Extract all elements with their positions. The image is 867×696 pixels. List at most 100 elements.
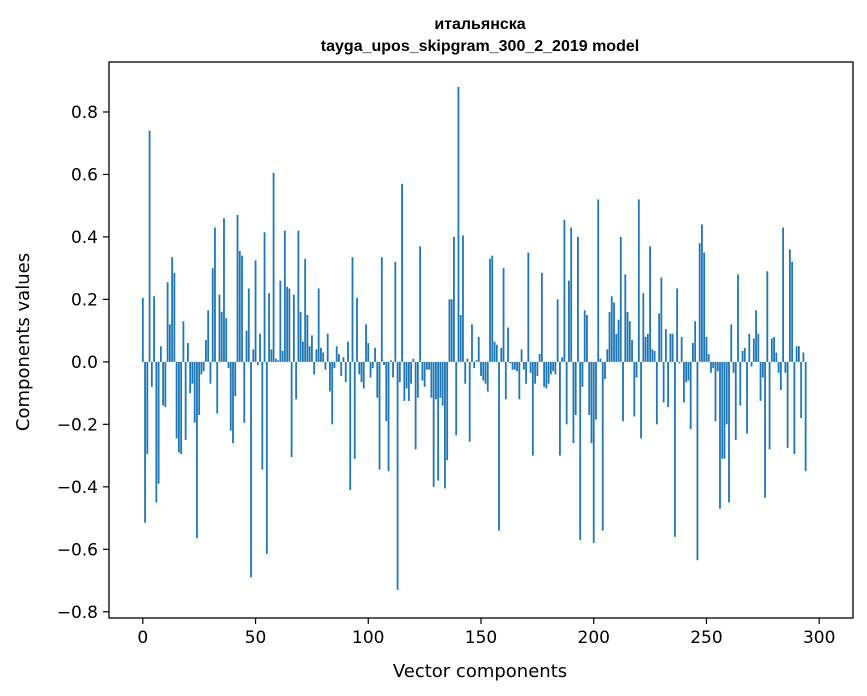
- bar-137: [450, 299, 453, 362]
- bar-280: [773, 336, 775, 362]
- bar-171: [527, 252, 530, 362]
- bar-49: [252, 349, 255, 362]
- bar-4: [150, 361, 153, 387]
- bar-87: [338, 354, 340, 362]
- y-tick-label: 0.0: [71, 353, 98, 373]
- bar-290: [795, 346, 798, 362]
- bar-86: [335, 346, 338, 362]
- bar-186: [561, 357, 564, 362]
- bar-193: [577, 236, 579, 362]
- bar-45: [243, 361, 246, 423]
- bar-142: [462, 235, 464, 362]
- bar-118: [407, 361, 410, 401]
- bar-102: [371, 361, 374, 369]
- bar-144: [466, 358, 469, 362]
- bar-234: [669, 333, 672, 362]
- bar-219: [635, 361, 638, 378]
- bar-218: [633, 361, 636, 417]
- bar-95: [356, 297, 358, 362]
- bar-73: [306, 315, 309, 362]
- bar-259: [725, 361, 728, 425]
- bar-293: [802, 352, 805, 362]
- bar-192: [574, 361, 577, 415]
- bar-282: [777, 361, 780, 373]
- bar-127: [428, 361, 431, 370]
- bar-227: [653, 350, 656, 362]
- bar-294: [804, 361, 807, 472]
- y-tick-label: −0.2: [57, 415, 98, 435]
- bar-133: [441, 361, 444, 406]
- y-axis-label: Components values: [13, 253, 34, 431]
- bar-121: [414, 361, 417, 450]
- y-tick-label: 0.4: [71, 228, 98, 248]
- bar-39: [229, 361, 232, 431]
- bar-18: [182, 321, 185, 362]
- bar-215: [626, 311, 629, 362]
- bar-209: [613, 302, 615, 362]
- bar-3: [148, 130, 151, 362]
- bar-136: [448, 299, 451, 362]
- bar-138: [453, 236, 455, 362]
- bar-244: [692, 343, 694, 362]
- bar-46: [245, 330, 248, 362]
- bar-225: [649, 246, 651, 362]
- bar-149: [477, 336, 480, 362]
- bar-98: [362, 361, 365, 389]
- bar-221: [640, 361, 642, 439]
- bar-123: [419, 246, 422, 362]
- bar-197: [586, 315, 588, 362]
- bar-231: [662, 361, 665, 403]
- bar-239: [680, 336, 683, 362]
- bar-292: [800, 361, 803, 419]
- bar-80: [322, 352, 325, 362]
- bar-110: [389, 360, 392, 362]
- bar-78: [317, 288, 320, 362]
- bar-70: [299, 311, 302, 362]
- bar-145: [468, 361, 471, 442]
- bar-229: [658, 313, 661, 362]
- bar-44: [241, 255, 243, 362]
- bar-22: [191, 361, 194, 384]
- bar-92: [349, 361, 352, 490]
- bar-69: [297, 230, 300, 362]
- bar-134: [444, 361, 446, 489]
- bar-89: [342, 357, 345, 362]
- bar-223: [644, 336, 647, 362]
- bar-59: [274, 358, 277, 362]
- bar-57: [270, 349, 273, 362]
- bar-241: [685, 361, 688, 383]
- bar-251: [707, 354, 710, 362]
- bar-163: [509, 361, 512, 364]
- bar-50: [254, 260, 257, 362]
- bar-47: [247, 288, 250, 362]
- bar-24: [196, 361, 198, 539]
- bar-268: [746, 361, 748, 434]
- bar-48: [250, 361, 252, 578]
- bar-179: [545, 361, 548, 389]
- bar-216: [628, 321, 631, 362]
- bar-128: [430, 361, 433, 398]
- bar-189: [568, 280, 570, 362]
- chart-subtitle: tayga_upos_skipgram_300_2_2019 model: [321, 38, 639, 55]
- x-tick-label: 100: [352, 628, 384, 648]
- bar-214: [624, 274, 627, 362]
- plot-area-frame: [108, 61, 854, 619]
- bar-164: [511, 361, 514, 370]
- bar-135: [446, 361, 449, 461]
- bar-177: [540, 272, 543, 362]
- bar-68: [295, 361, 298, 400]
- bar-190: [570, 227, 573, 362]
- bar-54: [263, 232, 266, 362]
- bar-26: [200, 361, 203, 375]
- bar-165: [513, 361, 516, 370]
- bar-200: [592, 361, 595, 544]
- bar-14: [173, 272, 176, 362]
- bar-82: [326, 333, 329, 362]
- bar-65: [288, 288, 291, 362]
- bars-group: [141, 86, 807, 590]
- bar-243: [689, 361, 692, 430]
- bar-172: [529, 361, 532, 373]
- bar-148: [475, 360, 478, 362]
- bar-168: [520, 349, 523, 362]
- bar-270: [750, 361, 753, 367]
